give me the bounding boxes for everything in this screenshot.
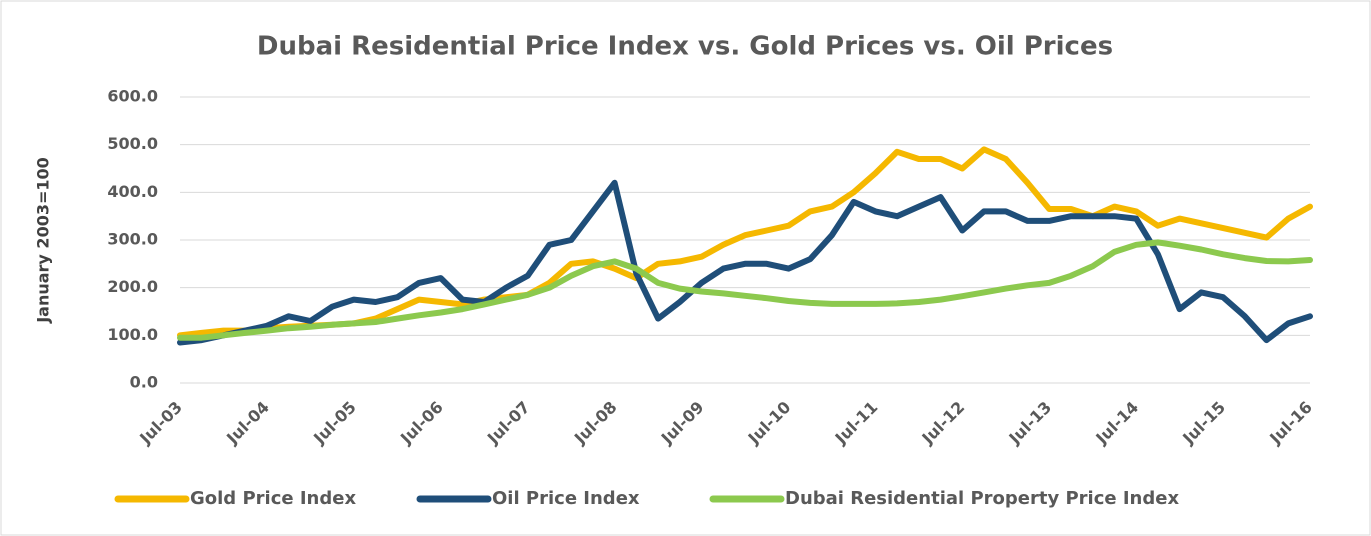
y-tick-label: 200.0 — [107, 277, 158, 296]
legend-label: Dubai Residential Property Price Index — [785, 488, 1179, 509]
series-line — [177, 179, 1313, 346]
y-tick-label: 500.0 — [107, 134, 158, 153]
y-tick-label: 400.0 — [107, 182, 158, 201]
chart-title: Dubai Residential Price Index vs. Gold P… — [257, 32, 1113, 62]
series-line — [177, 239, 1313, 341]
legend-label: Oil Price Index — [492, 488, 640, 509]
y-tick-label: 100.0 — [107, 325, 158, 344]
y-tick-label: 600.0 — [107, 87, 158, 106]
y-tick-label: 0.0 — [130, 373, 158, 392]
y-axis-label: January 2003=100 — [34, 157, 53, 324]
y-tick-label: 300.0 — [107, 230, 158, 249]
legend-label: Gold Price Index — [190, 488, 356, 509]
